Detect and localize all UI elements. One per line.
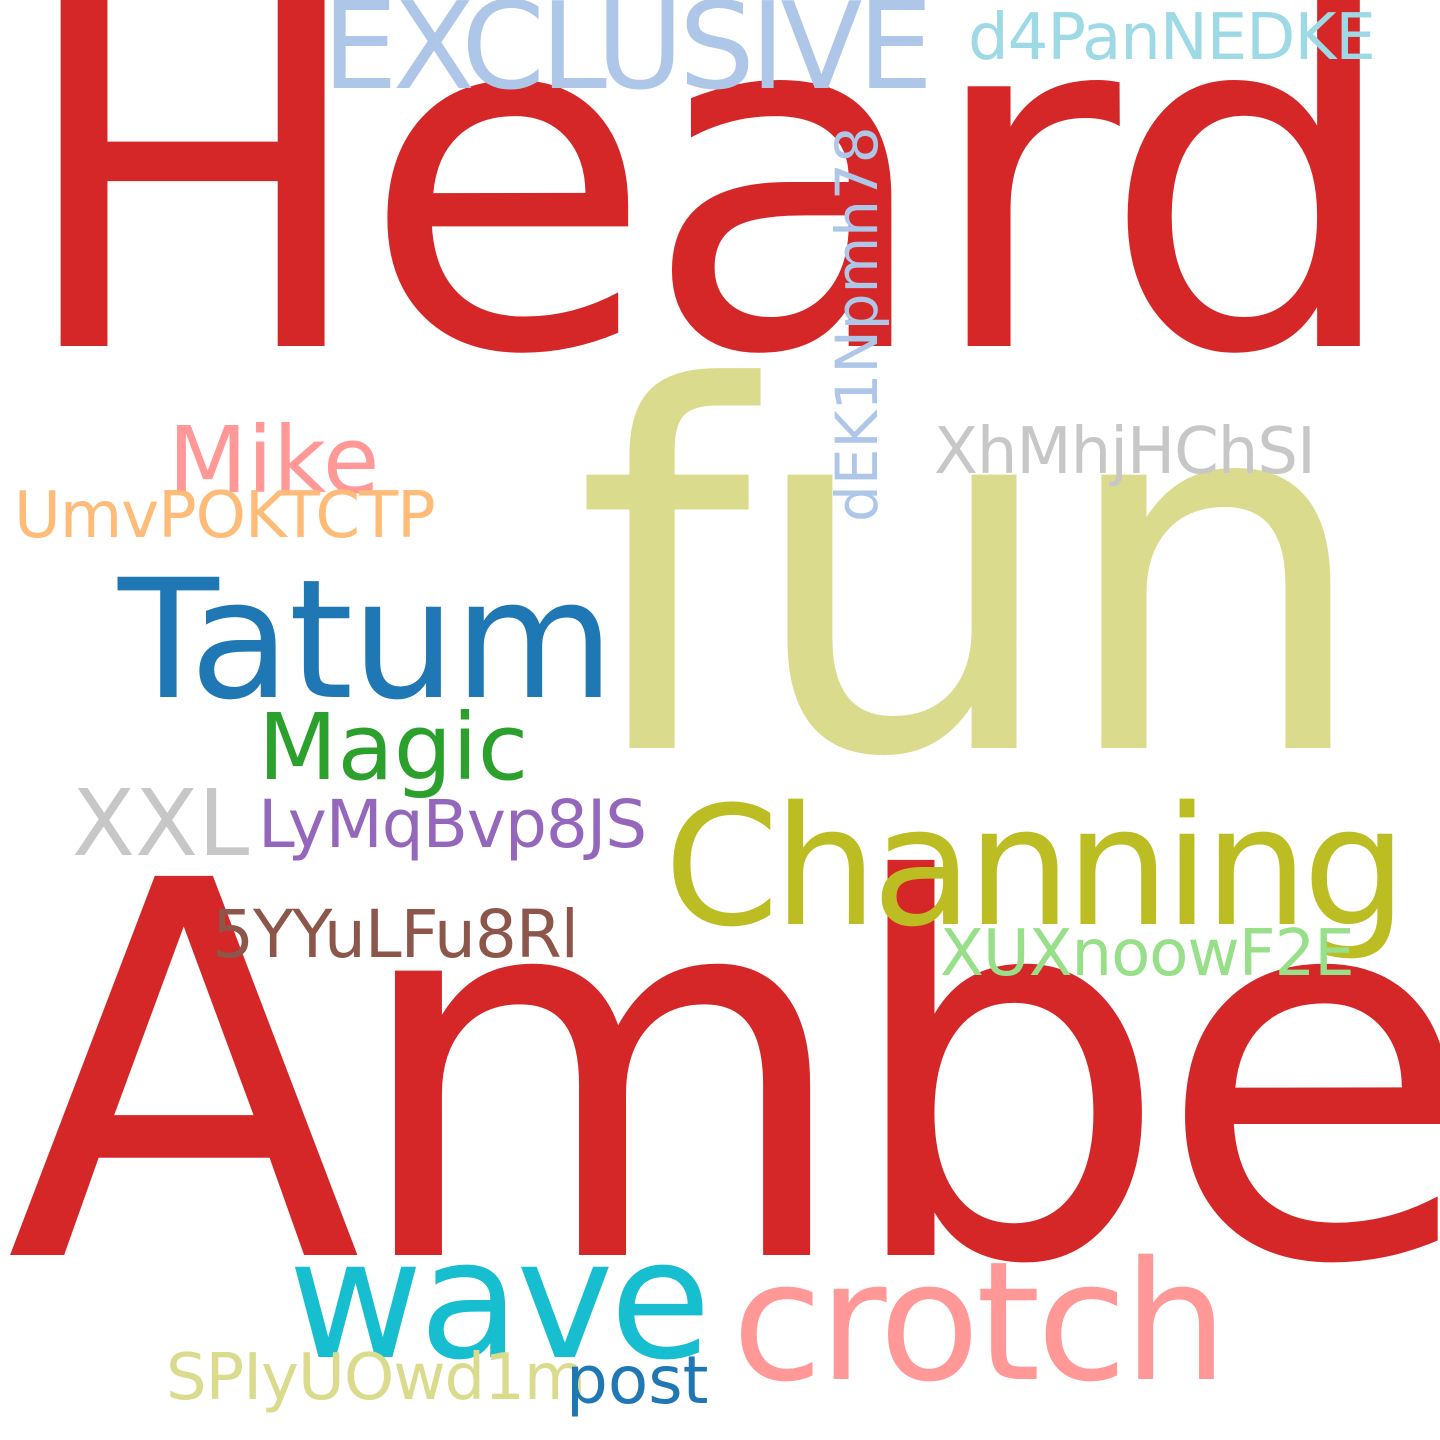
- word-tatum: Tatum: [118, 544, 615, 736]
- word-spiyuowd1m: SPIyUOwd1m: [166, 1341, 586, 1415]
- word-umvpoktctp: UmvPOKTCTP: [14, 479, 436, 553]
- word-xhmhjhchsi: XhMhjHChSI: [934, 415, 1316, 489]
- word-5yyulfu8rl: 5YYuLFu8Rl: [212, 896, 579, 973]
- word-xuxnoowf2e: XUXnoowF2E: [940, 917, 1355, 991]
- word-channing: Channing: [664, 771, 1407, 963]
- word-crotch: crotch: [732, 1226, 1228, 1418]
- word-amber: Amber: [6, 772, 1440, 1378]
- word-lymqbvp8js: LyMqBvp8JS: [258, 786, 647, 863]
- word-wave: wave: [288, 1204, 711, 1396]
- word-post: post: [566, 1342, 709, 1419]
- word-xxl: XXL: [72, 770, 250, 877]
- word-heard: Heard: [14, 0, 1403, 459]
- word-d4pannedke: d4PanNEDKE: [968, 1, 1376, 75]
- word-dek1npmh78: dEK1Npmh78: [823, 126, 891, 522]
- word-exclusive: EXCLUSIVE: [322, 0, 933, 117]
- word-mike: Mike: [168, 407, 380, 514]
- word-fun: fun: [575, 284, 1373, 866]
- word-magic: Magic: [258, 694, 529, 801]
